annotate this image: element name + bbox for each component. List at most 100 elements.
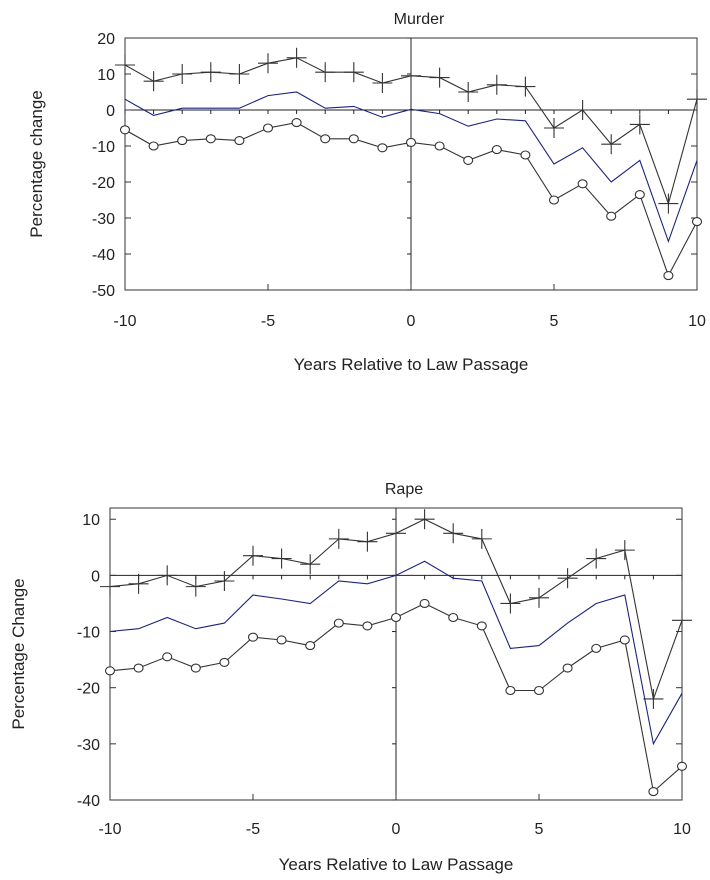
y-tick-label: -20 [92, 175, 115, 192]
data-point-circle [434, 141, 445, 151]
data-point-circle [606, 211, 617, 221]
data-point-circle [505, 685, 516, 696]
data-point-plus [529, 587, 549, 608]
y-tick-label: 10 [82, 512, 100, 529]
y-tick-label: 20 [97, 31, 115, 48]
y-tick-label: -10 [92, 139, 115, 156]
data-point-plus [100, 576, 120, 597]
data-point-circle [348, 134, 359, 144]
data-point-circle [663, 271, 674, 281]
data-point-plus [471, 528, 492, 549]
data-point-plus [343, 62, 364, 83]
data-point-circle [548, 195, 560, 205]
x-tick-label: 0 [407, 313, 416, 330]
data-point-circle [262, 123, 274, 133]
data-point-circle [247, 632, 259, 642]
data-point-circle [405, 137, 417, 147]
x-tick-label: -10 [98, 821, 121, 838]
data-point-plus [557, 568, 578, 589]
data-point-circle [333, 618, 344, 628]
x-tick-label: -5 [246, 821, 260, 838]
data-point-circle [520, 150, 531, 160]
data-point-plus [357, 531, 378, 552]
data-point-plus [629, 114, 650, 135]
data-point-plus [443, 523, 464, 544]
y-tick-label: 0 [106, 103, 115, 120]
y-tick-label: -30 [77, 737, 100, 754]
data-point-circle [476, 621, 487, 631]
data-point-circle [591, 643, 602, 653]
series-line-estimate [124, 91, 698, 244]
data-point-plus [229, 64, 250, 84]
x-tick-label: 5 [535, 821, 544, 838]
data-point-plus [586, 548, 607, 569]
y-tick-label: -40 [77, 793, 100, 810]
data-point-plus [243, 545, 263, 566]
y-axis-label: Percentage Change [9, 578, 28, 729]
data-point-circle [219, 657, 230, 667]
x-tick-label: -5 [261, 313, 275, 330]
data-point-plus [429, 67, 450, 88]
x-axis-label: Years Relative to Law Passage [294, 355, 529, 374]
data-point-circle [619, 635, 630, 645]
data-point-circle [133, 663, 144, 673]
y-tick-label: -30 [92, 211, 115, 228]
data-point-plus [300, 554, 321, 575]
y-axis-label: Percentage change [27, 90, 46, 237]
data-point-plus [271, 548, 292, 569]
data-point-plus [328, 528, 349, 549]
data-point-plus [687, 89, 707, 110]
data-point-circle [148, 141, 159, 151]
data-point-circle [691, 217, 703, 227]
x-tick-label: 10 [673, 821, 691, 838]
data-point-plus [672, 610, 692, 631]
y-tick-label: 10 [97, 67, 115, 84]
data-point-circle [463, 155, 474, 165]
data-point-circle [320, 134, 331, 144]
data-point-plus [643, 688, 664, 709]
data-point-circle [562, 663, 573, 673]
data-point-circle [162, 652, 173, 662]
y-tick-label: -20 [77, 681, 100, 698]
data-point-plus [544, 118, 564, 138]
data-point-circle [448, 612, 459, 623]
y-tick-label: -40 [92, 247, 115, 264]
data-point-circle [533, 685, 545, 696]
data-point-plus [315, 62, 336, 83]
x-tick-label: 0 [392, 821, 401, 838]
data-point-circle [276, 635, 287, 645]
data-point-plus [386, 523, 406, 544]
data-point-plus [372, 73, 393, 93]
data-point-circle [190, 663, 201, 673]
x-tick-label: 10 [688, 313, 706, 330]
chart-title: Murder [394, 11, 445, 28]
data-point-circle [577, 179, 588, 189]
data-point-circle [305, 641, 316, 651]
data-point-circle [419, 598, 430, 609]
data-point-plus [157, 565, 178, 586]
data-point-circle [362, 621, 373, 631]
data-point-plus [200, 62, 221, 83]
data-point-plus [414, 509, 435, 530]
data-point-plus [658, 193, 679, 214]
chart-panel-2: 10 0 -10 -20 -30 -40 -10 -5 0 5 10 Rape Years Relati… [9, 481, 692, 874]
data-point-circle [177, 136, 188, 146]
data-point-circle [648, 787, 659, 797]
data-point-circle [377, 143, 388, 153]
data-point-plus [258, 53, 278, 74]
data-point-circle [104, 666, 116, 676]
x-axis-label: Years Relative to Law Passage [279, 855, 514, 874]
data-point-plus [601, 134, 622, 155]
data-point-plus [486, 74, 507, 95]
y-tick-label: -50 [92, 283, 115, 300]
data-point-plus [185, 576, 206, 597]
data-point-circle [205, 134, 216, 144]
data-point-plus [458, 82, 479, 102]
chart-title: Rape [385, 481, 423, 498]
data-point-circle [676, 761, 688, 771]
x-tick-label: -10 [113, 313, 136, 330]
series-line-estimate [109, 560, 683, 746]
data-point-plus [214, 571, 235, 591]
